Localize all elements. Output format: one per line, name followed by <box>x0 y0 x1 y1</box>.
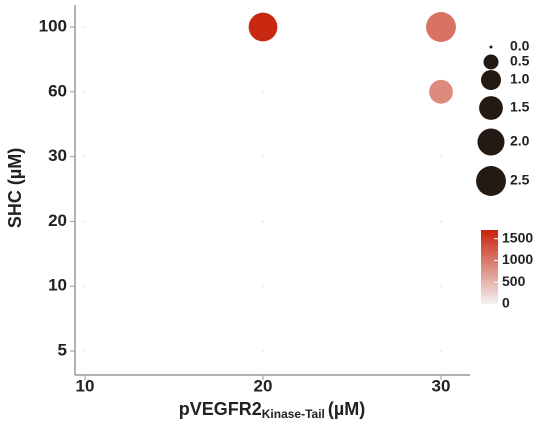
size-legend-key <box>479 96 503 120</box>
bubble <box>439 219 443 223</box>
size-legend-key <box>483 54 499 70</box>
colorbar-label: 500 <box>502 273 526 289</box>
y-tick-label: 100 <box>39 16 67 35</box>
bubble <box>83 90 87 94</box>
bubble <box>83 349 87 353</box>
size-legend-key <box>489 45 493 49</box>
bubble <box>261 284 265 288</box>
y-tick-label: 20 <box>48 211 67 230</box>
size-legend-key <box>476 166 506 196</box>
bubble <box>439 155 443 159</box>
bubble <box>429 79 453 104</box>
y-axis-label: SHC (µM) <box>5 148 25 228</box>
bubble <box>426 12 456 42</box>
x-tick-label: 10 <box>76 376 95 395</box>
size-legend-label: 2.0 <box>510 133 530 149</box>
bubble <box>261 90 265 94</box>
bubble <box>83 25 87 29</box>
y-tick-label: 5 <box>58 340 67 359</box>
colorbar-label: 1500 <box>502 229 533 245</box>
x-tick-label: 30 <box>432 376 451 395</box>
size-legend-label: 0.5 <box>510 53 530 69</box>
colorbar-label: 1000 <box>502 251 533 267</box>
bubble <box>439 284 443 288</box>
bubble <box>261 155 265 159</box>
bubble <box>83 155 87 159</box>
bubble <box>83 284 87 288</box>
colorbar-label: 0 <box>502 295 510 311</box>
size-legend-key <box>477 128 505 156</box>
bubble <box>248 12 278 42</box>
y-tick-label: 60 <box>48 81 67 100</box>
x-axis-label: pVEGFR2Kinase-Tail (µM) <box>179 399 366 421</box>
colorbar <box>481 230 498 304</box>
size-legend-label: 0.0 <box>510 38 530 54</box>
x-tick-label: 20 <box>254 376 273 395</box>
size-legend-label: 1.5 <box>510 99 530 115</box>
y-tick-label: 10 <box>48 276 67 295</box>
bubble <box>261 219 265 223</box>
size-legend-label: 2.5 <box>510 172 530 188</box>
bubble <box>83 219 87 223</box>
bubble <box>261 349 265 353</box>
y-tick-label: 30 <box>48 146 67 165</box>
bubble <box>439 349 443 353</box>
size-legend-label: 1.0 <box>510 71 530 87</box>
size-legend-key <box>481 70 501 90</box>
